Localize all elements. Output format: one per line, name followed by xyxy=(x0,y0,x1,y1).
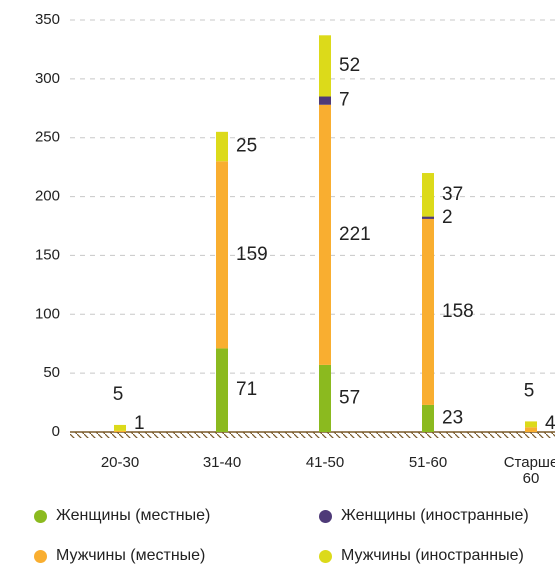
y-tick-label: 200 xyxy=(35,188,60,205)
bar-segment xyxy=(422,218,434,405)
bar-segment xyxy=(216,161,228,349)
data-label: 221 xyxy=(339,224,371,245)
ground-hatch xyxy=(70,432,555,438)
legend-swatch xyxy=(319,550,332,563)
bar-segment xyxy=(114,424,126,431)
data-label: 57 xyxy=(339,387,360,408)
data-label: 52 xyxy=(339,55,360,76)
data-label: 5 xyxy=(524,380,535,401)
y-tick-label: 150 xyxy=(35,246,60,263)
y-tick-label: 50 xyxy=(43,364,60,381)
x-tick-label: 31-40 xyxy=(202,454,242,471)
x-tick-label: 20-30 xyxy=(100,454,140,471)
bar-segment xyxy=(525,421,537,428)
bar-segment xyxy=(422,216,434,219)
data-label: 5 xyxy=(113,384,124,405)
legend-label: Мужчины (местные) xyxy=(56,547,206,564)
data-label: 23 xyxy=(442,407,463,428)
bar-segment xyxy=(216,348,228,432)
data-label: 4 xyxy=(545,413,555,434)
legend-label: Женщины (местные) xyxy=(56,507,211,524)
y-tick-label: 350 xyxy=(35,11,60,28)
bar-segment xyxy=(216,131,228,162)
data-label: 158 xyxy=(442,301,474,322)
data-label: 159 xyxy=(236,244,268,265)
y-tick-label: 0 xyxy=(52,423,60,440)
bar-segment xyxy=(525,427,537,432)
x-tick-label: Старше 60 xyxy=(503,454,555,487)
legend-swatch xyxy=(319,510,332,523)
legend-label: Мужчины (иностранные) xyxy=(341,547,524,564)
y-tick-label: 300 xyxy=(35,70,60,87)
bar-segment xyxy=(319,364,331,432)
legend-label: Женщины (иностранные) xyxy=(341,507,529,524)
data-label: 2 xyxy=(442,207,453,228)
data-label: 7 xyxy=(339,90,350,111)
data-label: 71 xyxy=(236,379,257,400)
legend-swatch xyxy=(34,510,47,523)
bar-segment xyxy=(319,96,331,105)
data-label: 37 xyxy=(442,184,463,205)
y-tick-label: 100 xyxy=(35,305,60,322)
data-label: 25 xyxy=(236,136,257,157)
bar-segment xyxy=(319,35,331,97)
x-tick-label: 41-50 xyxy=(305,454,345,471)
data-label: 1 xyxy=(134,413,145,434)
bar-segment xyxy=(114,430,126,432)
bar-segment xyxy=(422,404,434,432)
x-tick-label: 51-60 xyxy=(408,454,448,471)
legend-swatch xyxy=(34,550,47,563)
bar-segment xyxy=(422,173,434,217)
bar-segment xyxy=(319,104,331,365)
y-tick-label: 250 xyxy=(35,129,60,146)
